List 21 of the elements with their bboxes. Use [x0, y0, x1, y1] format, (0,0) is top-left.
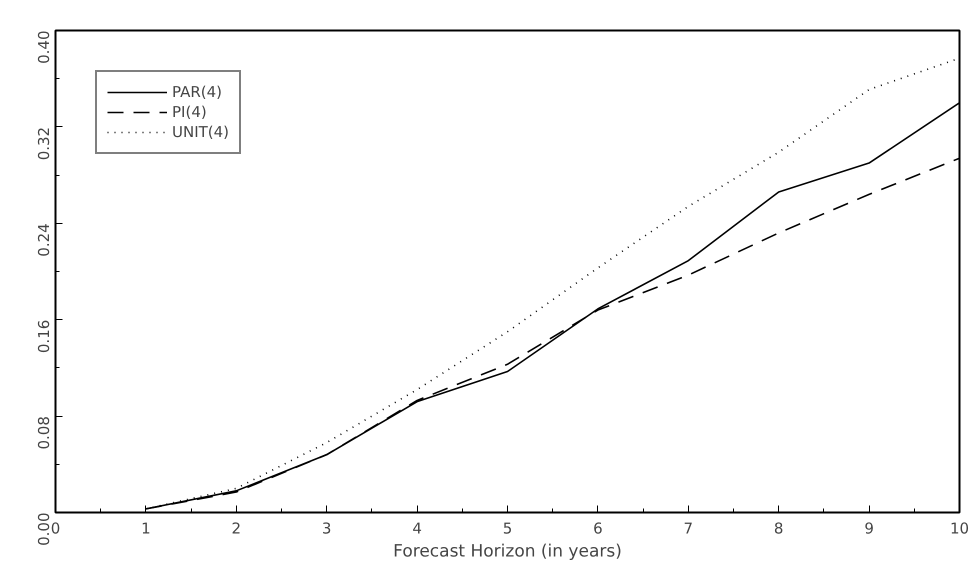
x-tick-label: 9 — [864, 520, 874, 538]
x-tick-label: 5 — [502, 520, 512, 538]
x-tick-label: 4 — [412, 520, 422, 538]
legend-label: PAR(4) — [172, 83, 222, 101]
x-tick-label: 2 — [232, 520, 242, 538]
y-tick-label: 0.40 — [35, 30, 53, 64]
legend-label: UNIT(4) — [172, 123, 230, 141]
x-tick-label: 10 — [950, 520, 970, 538]
y-tick-label: 0.16 — [35, 320, 53, 354]
y-tick-label: 0.24 — [35, 223, 53, 257]
x-tick-label: 6 — [593, 520, 603, 538]
y-tick-label: 0.00 — [35, 512, 53, 546]
y-tick-label: 0.32 — [35, 126, 53, 160]
y-tick-label: 0.08 — [35, 416, 53, 450]
x-tick-label: 7 — [684, 520, 694, 538]
legend-label: PI(4) — [172, 103, 207, 121]
x-tick-label: 3 — [322, 520, 332, 538]
x-tick-label: 0 — [50, 520, 60, 538]
x-tick-label: 8 — [774, 520, 784, 538]
x-axis-title: Forecast Horizon (in years) — [393, 542, 622, 562]
x-tick-label: 1 — [141, 520, 151, 538]
